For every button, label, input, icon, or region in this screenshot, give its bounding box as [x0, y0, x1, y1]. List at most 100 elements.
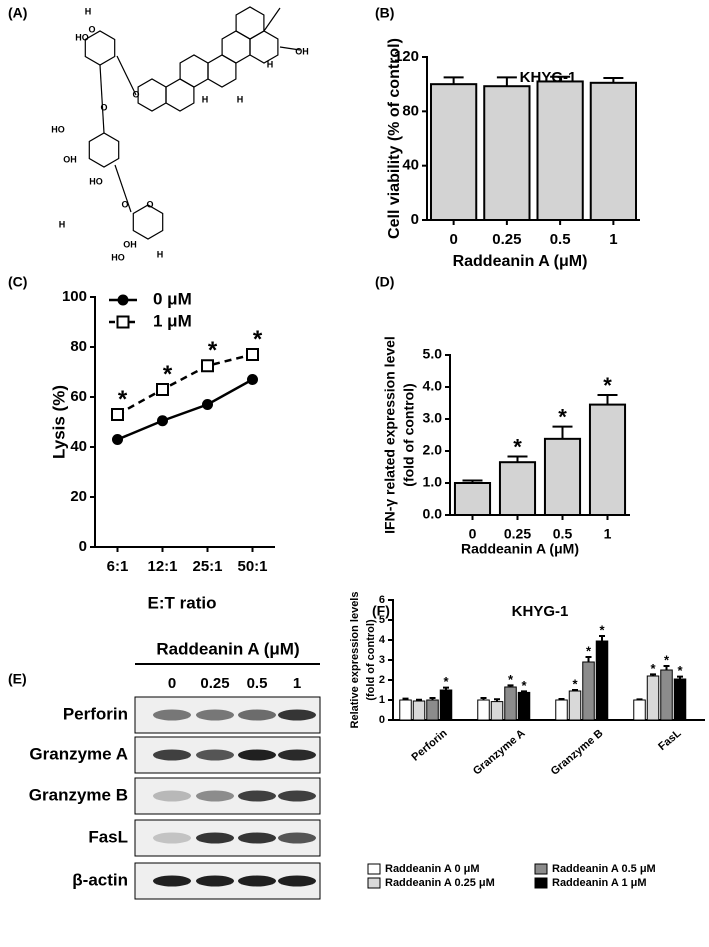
significance-label: * [118, 386, 128, 413]
x-tick-label: 0 [469, 526, 477, 542]
marker [246, 348, 259, 361]
marker [201, 359, 214, 373]
lane-label: 0.5 [247, 675, 268, 692]
error-bar [480, 697, 487, 700]
legend-label: 0 μM [153, 289, 192, 308]
significance-label: * [599, 622, 605, 637]
blot-band [153, 790, 191, 802]
line [117, 378, 254, 441]
y-tick-label: 5 [379, 614, 385, 626]
x-tick-label: 0.5 [550, 231, 571, 248]
y-tick-label: 5.0 [423, 346, 443, 362]
bar [633, 699, 646, 721]
significance-label: * [163, 361, 173, 388]
y-tick-label: 120 [394, 48, 419, 65]
significance-label: * [521, 678, 527, 693]
atom-label: H [157, 249, 164, 259]
error-bar [552, 425, 573, 439]
blot-band [196, 832, 234, 844]
blot-band [238, 709, 276, 721]
ring [221, 30, 251, 64]
bar [673, 678, 687, 721]
chart-title: KHYG-1 [512, 603, 569, 620]
bar [453, 482, 492, 516]
error-bar [597, 394, 618, 405]
ring [88, 132, 120, 168]
error-bar [650, 673, 657, 676]
lane-label: 0.25 [200, 675, 229, 692]
atom-label: OH [123, 239, 137, 249]
ring [137, 78, 167, 112]
atom-label: OH [295, 46, 309, 56]
atom-label: HO [51, 124, 65, 134]
legend-label: Raddeanin A 0 μM [385, 863, 480, 875]
significance-label: * [443, 674, 449, 689]
x-tick-label: 1 [609, 231, 617, 248]
error-bar [663, 665, 670, 670]
blot-band [238, 832, 276, 844]
error-bar [572, 689, 579, 691]
error-bar [496, 76, 517, 87]
atom-label: O [100, 102, 107, 112]
bar [399, 699, 412, 721]
error-bar [429, 697, 436, 700]
bar [589, 81, 638, 221]
panel-label: (D) [375, 274, 394, 290]
ring [249, 30, 279, 64]
legend-swatch [367, 863, 381, 875]
blot-band [153, 832, 191, 844]
panel-label: (C) [8, 274, 27, 290]
x-axis-label: Raddeanin A (μM) [461, 541, 579, 557]
x-axis-label: E:T ratio [148, 593, 217, 612]
x-tick-label: 6:1 [107, 558, 129, 575]
y-tick-label: 0 [379, 714, 385, 726]
bar [646, 675, 660, 721]
x-tick-label: 50:1 [237, 558, 267, 575]
x-tick-label: 25:1 [192, 558, 222, 575]
bar [536, 80, 584, 221]
marker [111, 408, 124, 421]
blot-band [238, 749, 276, 761]
error-bar [558, 698, 565, 700]
ring [179, 54, 209, 88]
blot-band [278, 790, 316, 802]
bar [504, 686, 517, 721]
bar [660, 669, 673, 721]
blot-band [278, 709, 316, 721]
y-axis-label: Relative expression levels [349, 592, 361, 729]
blot-band [153, 749, 191, 761]
blot-band [196, 875, 234, 887]
blot-band [238, 875, 276, 887]
atom-label: HO [89, 176, 103, 186]
bar [483, 85, 531, 222]
error-bar [550, 75, 571, 82]
error-bar [462, 479, 483, 483]
blot-row-label: Granzyme B [29, 785, 128, 804]
blot-band [196, 709, 234, 721]
y-tick-label: 6 [379, 594, 385, 606]
significance-label: * [603, 373, 612, 398]
error-bar [443, 76, 464, 85]
bar [582, 661, 595, 721]
y-axis-label: IFN-γ related expression level [382, 336, 398, 534]
bond [114, 164, 132, 213]
y-tick-label: 4.0 [423, 378, 443, 394]
bar [568, 690, 582, 721]
marker [157, 415, 168, 427]
error-bar [507, 684, 514, 687]
marker [156, 383, 169, 396]
y-tick-label: 3 [379, 654, 385, 666]
line [116, 353, 253, 416]
panel-label: (A) [8, 5, 27, 21]
legend-swatch [534, 863, 548, 875]
lane-label: 0 [168, 675, 176, 692]
bar [439, 689, 453, 721]
atom-label: H [237, 94, 244, 104]
atom-label: H [59, 219, 66, 229]
ring [207, 54, 237, 88]
error-bar [416, 698, 423, 701]
bar [498, 461, 537, 517]
bond [279, 46, 301, 51]
y-axis-label: (fold of control) [365, 619, 377, 701]
y-tick-label: 0.0 [423, 506, 443, 522]
